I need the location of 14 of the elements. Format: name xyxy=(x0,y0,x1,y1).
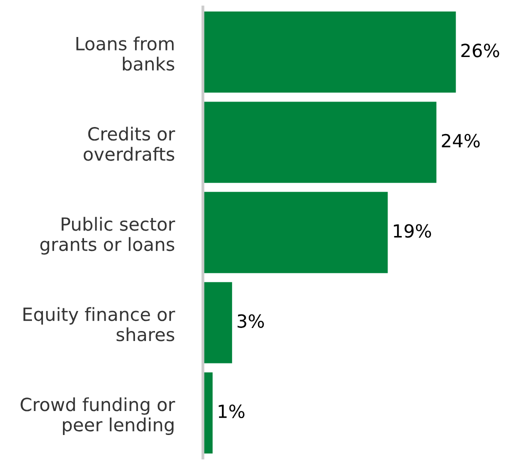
data-label: 1% xyxy=(218,404,244,418)
y-tick-label: Equity finance or shares xyxy=(23,307,176,342)
y-tick-label: Public sector grants or loans xyxy=(40,216,176,255)
y-tick-label: Loans from banks xyxy=(76,36,174,71)
y-tick-label: Credits or overdrafts xyxy=(84,126,176,161)
data-label: 19% xyxy=(394,224,432,238)
y-tick-label: Crowd funding or peer lending xyxy=(20,397,176,436)
data-label: 26% xyxy=(461,44,500,58)
bar xyxy=(202,282,232,364)
data-label: 24% xyxy=(442,134,480,148)
bar xyxy=(202,192,388,274)
bar xyxy=(202,11,456,93)
bar xyxy=(202,102,436,183)
data-label: 3% xyxy=(238,314,264,328)
